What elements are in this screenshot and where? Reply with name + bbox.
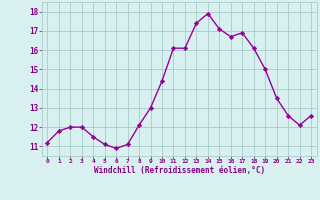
X-axis label: Windchill (Refroidissement éolien,°C): Windchill (Refroidissement éolien,°C) xyxy=(94,166,265,175)
